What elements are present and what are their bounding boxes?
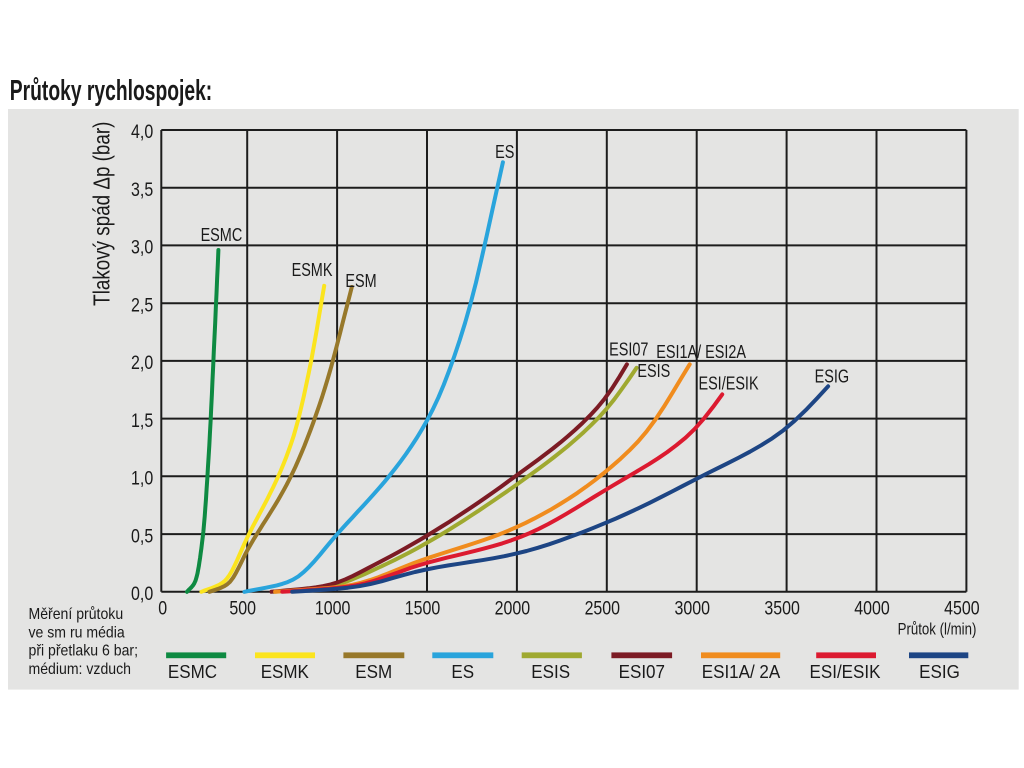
svg-text:médium: vzduch: médium: vzduch	[29, 660, 131, 678]
svg-text:při přetlaku 6 bar;: při přetlaku 6 bar;	[29, 642, 139, 660]
svg-text:ve sm ru média: ve sm ru média	[29, 623, 126, 641]
svg-text:1,0: 1,0	[131, 467, 153, 489]
svg-text:Průtok (l/min): Průtok (l/min)	[898, 620, 977, 639]
svg-text:0,5: 0,5	[131, 525, 153, 547]
svg-text:ESIS: ESIS	[637, 360, 670, 381]
svg-text:ESI07: ESI07	[619, 661, 665, 682]
svg-text:1,5: 1,5	[131, 409, 153, 431]
svg-text:Měření průtoku: Měření průtoku	[29, 605, 124, 623]
svg-text:3,0: 3,0	[131, 236, 153, 258]
svg-text:ESI07: ESI07	[609, 339, 648, 360]
svg-text:ESMK: ESMK	[292, 259, 333, 280]
svg-text:2,5: 2,5	[131, 294, 153, 316]
svg-text:ESI/ESIK: ESI/ESIK	[810, 661, 881, 682]
svg-text:Průtoky rychlospojek:: Průtoky rychlospojek:	[10, 75, 212, 107]
svg-text:ESMC: ESMC	[201, 224, 243, 245]
svg-text:ESIG: ESIG	[815, 366, 849, 387]
svg-text:500: 500	[229, 597, 256, 619]
svg-text:1000: 1000	[315, 597, 351, 619]
svg-text:ESM: ESM	[355, 661, 392, 682]
svg-text:4000: 4000	[854, 597, 890, 619]
svg-text:4500: 4500	[944, 597, 980, 619]
svg-text:Tlakový spád Δp (bar): Tlakový spád Δp (bar)	[90, 122, 115, 306]
svg-text:3,5: 3,5	[131, 179, 153, 201]
svg-text:2,0: 2,0	[131, 352, 153, 374]
svg-text:3500: 3500	[764, 597, 800, 619]
svg-text:ESM: ESM	[345, 270, 376, 291]
svg-text:2000: 2000	[495, 597, 531, 619]
svg-text:ESMK: ESMK	[261, 661, 309, 682]
svg-text:2500: 2500	[585, 597, 621, 619]
svg-text:ESIS: ESIS	[531, 661, 570, 682]
svg-text:ESMC: ESMC	[168, 661, 217, 682]
svg-text:ESIG: ESIG	[919, 661, 960, 682]
svg-text:1500: 1500	[405, 597, 441, 619]
svg-text:4,0: 4,0	[131, 121, 153, 143]
svg-text:ESI/ESIK: ESI/ESIK	[698, 373, 758, 394]
svg-text:3000: 3000	[674, 597, 710, 619]
svg-text:0,0: 0,0	[131, 583, 153, 605]
svg-text:0: 0	[158, 597, 167, 619]
svg-text:ES: ES	[495, 141, 514, 162]
svg-text:ES: ES	[451, 661, 474, 682]
svg-text:ESI1A/ 2A: ESI1A/ 2A	[702, 661, 781, 682]
svg-text:ESI1A/ ESI2A: ESI1A/ ESI2A	[656, 341, 747, 362]
